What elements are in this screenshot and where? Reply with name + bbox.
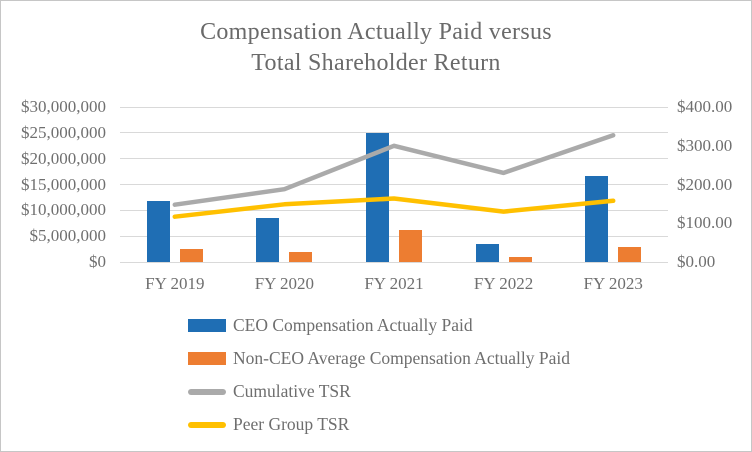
left-axis-tick-label: $0 — [89, 252, 106, 271]
category-label: FY 2022 — [473, 274, 534, 293]
legend-item: CEO Compensation Actually Paid — [188, 309, 570, 342]
right-axis-tick-label: $300.00 — [677, 135, 733, 155]
legend-label: Non-CEO Average Compensation Actually Pa… — [233, 348, 570, 368]
category-label: FY 2023 — [583, 274, 643, 293]
left-axis-tick-label: $30,000,000 — [21, 97, 106, 116]
bar-non-ceo — [289, 252, 313, 262]
bar-non-ceo — [399, 229, 422, 262]
category-label: FY 2021 — [364, 274, 424, 293]
legend: CEO Compensation Actually Paid Non-CEO Av… — [188, 309, 570, 441]
left-axis-tick-label: $10,000,000 — [21, 200, 106, 220]
legend-label: CEO Compensation Actually Paid — [233, 315, 473, 335]
chart-title-line-2: Total Shareholder Return — [251, 50, 501, 76]
bar-non-ceo — [179, 249, 203, 262]
right-axis-tick-label: $400.00 — [677, 97, 733, 116]
left-axis-tick-label: $15,000,000 — [21, 174, 106, 194]
grid-line — [120, 235, 668, 237]
cumulative-tsr-line — [172, 133, 616, 207]
tsr-lines-layer — [172, 133, 616, 219]
chart-title-line-1: Compensation Actually Paid versus — [200, 19, 552, 45]
left-axis-tick-label: $25,000,000 — [21, 122, 106, 142]
bar-ceo — [146, 201, 170, 262]
grid-line — [120, 106, 668, 108]
bar-ceo — [585, 176, 609, 262]
grid-line — [120, 184, 668, 185]
left-axis-tick-label: $20,000,000 — [21, 148, 106, 168]
legend-item: Cumulative TSR — [188, 375, 570, 408]
right-axis-tick-label: $100.00 — [677, 213, 733, 233]
legend-swatch-bar — [188, 319, 226, 332]
bar-non-ceo — [508, 257, 532, 262]
category-label: FY 2019 — [145, 274, 205, 293]
bar-ceo — [256, 218, 280, 262]
grid-line — [120, 209, 668, 211]
peer-group-tsr-line — [172, 196, 616, 219]
legend-label: Cumulative TSR — [233, 381, 351, 401]
legend-swatch-line — [188, 388, 226, 395]
grid-line — [120, 132, 668, 134]
grid-line — [120, 261, 668, 263]
right-axis-tick-label: $0.00 — [677, 252, 716, 271]
chart-title: Compensation Actually Paid versus Total … — [1, 17, 751, 79]
grid-line — [120, 158, 668, 160]
category-label: FY 2020 — [254, 274, 315, 293]
legend-swatch-bar — [188, 352, 226, 365]
legend-label: Peer Group TSR — [233, 414, 350, 434]
legend-item: Peer Group TSR — [188, 408, 570, 441]
bar-ceo — [475, 244, 499, 262]
bar-non-ceo — [618, 247, 642, 262]
plot-area — [120, 106, 668, 263]
legend-swatch-line — [188, 421, 226, 428]
left-axis-tick-label: $5,000,000 — [29, 226, 107, 246]
right-axis-tick-label: $200.00 — [677, 174, 733, 194]
legend-item: Non-CEO Average Compensation Actually Pa… — [188, 342, 570, 375]
